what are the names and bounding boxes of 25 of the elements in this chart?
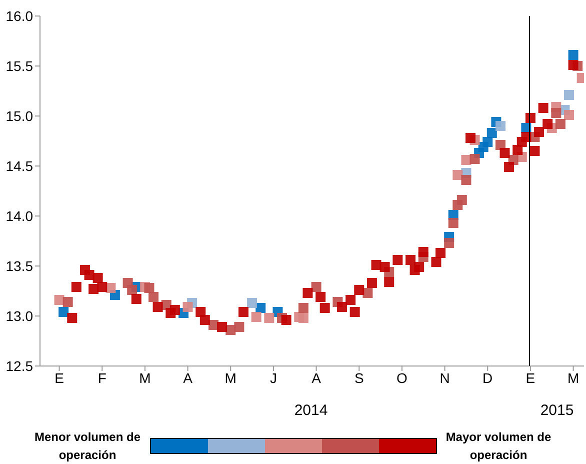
x-tick-label: J — [270, 370, 277, 386]
y-tick-label: 14.0 — [6, 208, 34, 224]
y-tick-label: 15.5 — [6, 58, 34, 74]
y-tick-label: 13.5 — [6, 258, 34, 274]
y-tick-label: 14.5 — [6, 158, 34, 174]
y-tick-label: 16.0 — [6, 8, 34, 24]
x-tick-label: F — [98, 370, 106, 386]
x-tick-label: M — [224, 370, 236, 386]
x-tick-label: M — [139, 370, 151, 386]
text: 2015 — [539, 402, 575, 419]
text: Mayor volumen de operación — [444, 429, 552, 464]
x-tick-label: D — [482, 370, 493, 386]
x-tick-label: N — [440, 370, 450, 386]
x-tick-label: M — [567, 370, 580, 386]
x-tick-label: E — [526, 370, 536, 386]
y-tick-label: 12.5 — [6, 358, 34, 374]
x-tick-label: A — [312, 370, 322, 386]
x-tick-label: S — [354, 370, 364, 386]
x-tick-label: O — [396, 370, 408, 386]
x-tick-label: E — [54, 370, 64, 386]
x-tick-label: A — [183, 370, 194, 386]
y-tick-label: 15.0 — [6, 108, 34, 124]
text: 2014 — [293, 402, 329, 419]
y-tick-label: 13.0 — [6, 308, 34, 324]
text: Menor volumen de operación — [33, 429, 142, 464]
